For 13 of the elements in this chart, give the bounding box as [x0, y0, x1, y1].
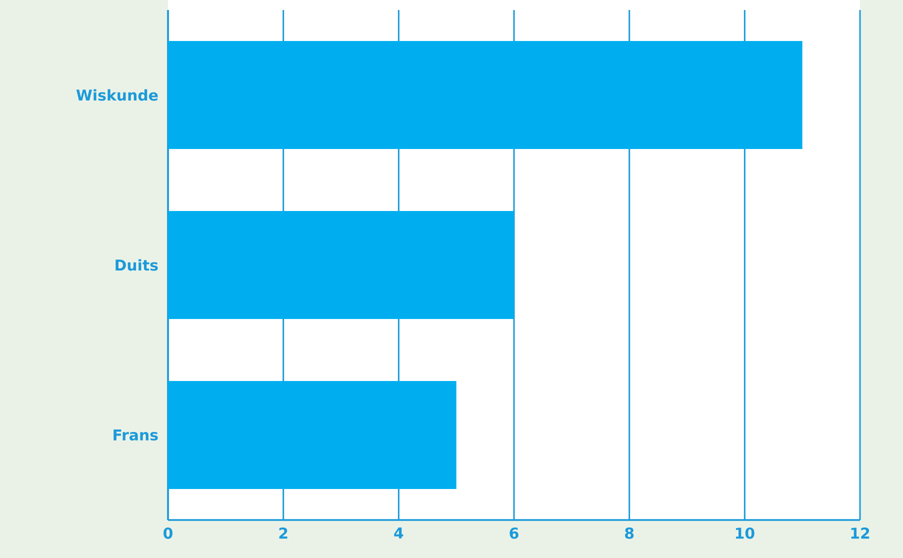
- bar: [168, 380, 456, 489]
- x-tick-label: 4: [394, 528, 404, 538]
- bar: [168, 210, 514, 319]
- x-tick-label: 0: [164, 528, 172, 539]
- y-tick-label: Duits: [116, 259, 158, 271]
- x-tick-label: 12: [851, 528, 870, 539]
- y-tick-label: Wiskunde: [76, 89, 158, 101]
- x-tick-label: 10: [736, 528, 754, 539]
- bar: [168, 40, 802, 149]
- x-tick-label: 6: [510, 528, 518, 539]
- x-tick-label: 2: [279, 528, 288, 539]
- x-tick-label: 8: [625, 528, 634, 539]
- y-tick-label: Frans: [114, 429, 158, 441]
